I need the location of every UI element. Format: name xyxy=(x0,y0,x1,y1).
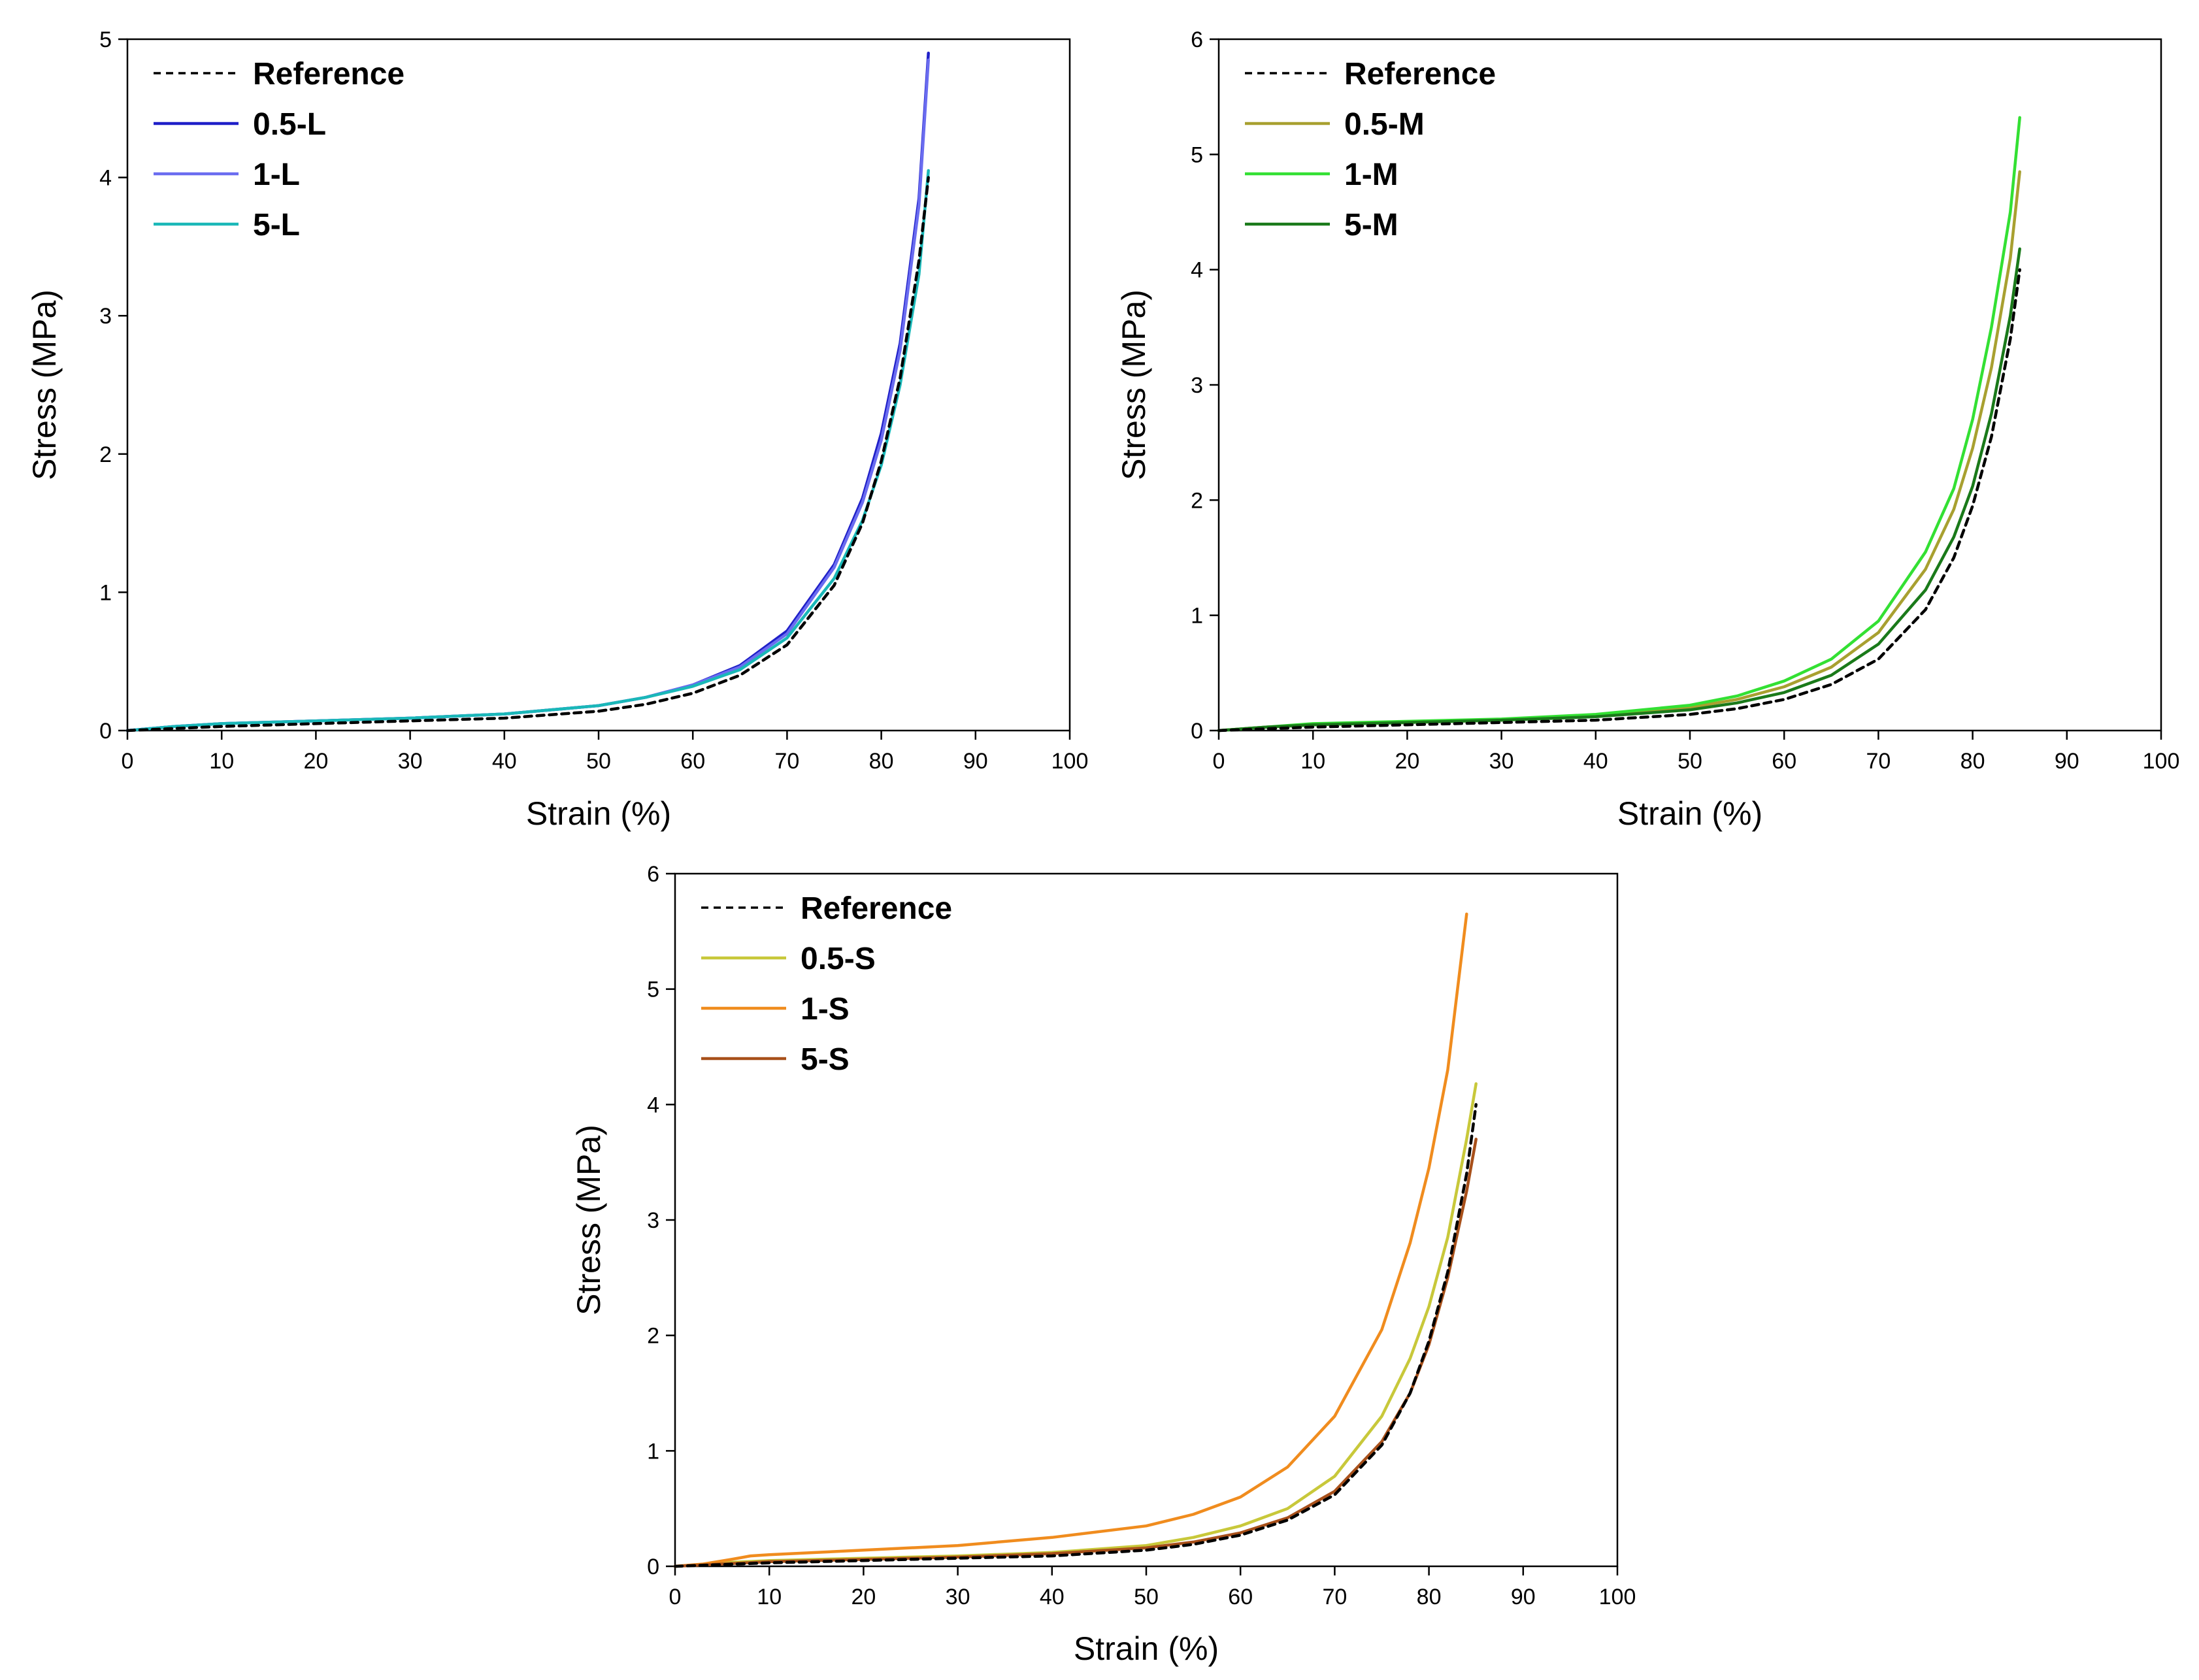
x-tick-label: 60 xyxy=(680,749,705,774)
plot-frame xyxy=(674,872,1619,1568)
legend: Reference 0.5-L 1-L 5-L xyxy=(154,57,405,242)
x-tick-label: 60 xyxy=(1772,749,1796,774)
y-tick-label: 6 xyxy=(1191,27,1203,52)
x-tick-label: 80 xyxy=(869,749,894,774)
x-axis-title: Strain (%) xyxy=(1074,1630,1219,1667)
legend-label: Reference xyxy=(253,57,405,91)
legend-label: 5-S xyxy=(801,1042,850,1077)
legend: Reference 0.5-S 1-S 5-S xyxy=(701,891,952,1077)
legend-label: Reference xyxy=(1344,57,1496,91)
x-tick-label: 80 xyxy=(1417,1585,1442,1609)
series-line-5-s xyxy=(673,1138,1478,1568)
series-line-reference xyxy=(1217,268,2021,733)
chart-panel-l: 0 10 20 30 40 50 60 70 80 90 100 0 1 2 3 4 5 Reference 0.… xyxy=(26,27,1088,832)
y-axis-title: Stress (MPa) xyxy=(1116,289,1152,480)
x-tick-label: 0 xyxy=(1213,749,1225,774)
y-tick-label: 6 xyxy=(647,862,659,887)
series-line-1-l xyxy=(125,58,930,733)
plot-frame xyxy=(126,38,1071,732)
legend-label: 1-M xyxy=(1344,157,1398,192)
x-tick-label: 50 xyxy=(1134,1585,1159,1609)
x-tick-label: 90 xyxy=(1511,1585,1536,1609)
y-tick-label: 3 xyxy=(647,1208,659,1233)
legend-label: 5-L xyxy=(253,208,300,242)
x-tick-label: 50 xyxy=(1678,749,1702,774)
y-tick-label: 5 xyxy=(1191,142,1203,167)
y-tick-label: 0 xyxy=(1191,719,1203,744)
series-line-0-5-l xyxy=(125,51,930,733)
x-tick-label: 40 xyxy=(1583,749,1608,774)
y-tick-label: 0 xyxy=(647,1555,659,1579)
x-axis-title: Strain (%) xyxy=(1617,795,1762,832)
x-tick-label: 40 xyxy=(1040,1585,1065,1609)
series-line-5-m xyxy=(1217,247,2021,733)
x-tick-label: 0 xyxy=(669,1585,682,1609)
legend-label: Reference xyxy=(801,891,952,926)
x-tick-label: 50 xyxy=(586,749,611,774)
series-line-0-5-m xyxy=(1217,170,2021,733)
x-tick-label: 100 xyxy=(1599,1585,1636,1609)
legend-label: 1-S xyxy=(801,992,850,1027)
x-tick-label: 70 xyxy=(1322,1585,1347,1609)
x-tick-label: 40 xyxy=(492,749,517,774)
x-tick-label: 0 xyxy=(122,749,134,774)
y-axis-title: Stress (MPa) xyxy=(26,289,63,480)
series-curves xyxy=(125,51,930,733)
x-tick-label: 20 xyxy=(851,1585,876,1609)
legend: Reference 0.5-M 1-M 5-M xyxy=(1245,57,1496,242)
axis-ticks: 0 10 20 30 40 50 60 70 80 90 100 0 1 2 3 4 5 6 xyxy=(647,862,1636,1609)
legend-label: 1-L xyxy=(253,157,300,192)
legend-label: 0.5-L xyxy=(253,107,326,142)
y-tick-label: 3 xyxy=(1191,373,1203,398)
axis-ticks: 0 10 20 30 40 50 60 70 80 90 100 0 1 2 3 4 5 6 xyxy=(1191,27,2179,774)
y-tick-label: 2 xyxy=(99,442,112,467)
x-tick-label: 30 xyxy=(946,1585,970,1609)
x-tick-label: 10 xyxy=(1300,749,1325,774)
x-tick-label: 30 xyxy=(1489,749,1514,774)
y-tick-label: 1 xyxy=(1191,604,1203,629)
series-line-0-5-s xyxy=(673,1082,1478,1568)
x-tick-label: 10 xyxy=(757,1585,782,1609)
x-tick-label: 60 xyxy=(1228,1585,1253,1609)
y-tick-label: 4 xyxy=(647,1093,659,1117)
legend-label: 0.5-S xyxy=(801,942,876,976)
series-line-1-s xyxy=(673,912,1468,1568)
x-tick-label: 100 xyxy=(2143,749,2180,774)
y-tick-label: 1 xyxy=(99,580,112,605)
x-tick-label: 10 xyxy=(209,749,234,774)
x-tick-label: 90 xyxy=(2055,749,2079,774)
x-tick-label: 20 xyxy=(1395,749,1419,774)
y-tick-label: 5 xyxy=(647,978,659,1002)
legend-label: 5-M xyxy=(1344,208,1398,242)
y-tick-label: 2 xyxy=(1191,488,1203,513)
y-tick-label: 2 xyxy=(647,1324,659,1349)
x-tick-label: 30 xyxy=(398,749,423,774)
y-tick-label: 5 xyxy=(99,27,112,52)
x-tick-label: 20 xyxy=(303,749,328,774)
x-axis-title: Strain (%) xyxy=(526,795,671,832)
y-axis-title: Stress (MPa) xyxy=(570,1125,607,1315)
y-tick-label: 3 xyxy=(99,304,112,329)
series-line-reference xyxy=(125,176,930,733)
series-curves xyxy=(673,912,1478,1568)
x-tick-label: 100 xyxy=(1051,749,1089,774)
plot-frame xyxy=(1217,38,2162,732)
y-tick-label: 0 xyxy=(99,719,112,744)
series-curves xyxy=(1217,116,2021,733)
y-tick-label: 4 xyxy=(99,166,112,191)
y-tick-label: 4 xyxy=(1191,258,1203,283)
series-line-reference xyxy=(673,1103,1478,1568)
x-tick-label: 90 xyxy=(963,749,988,774)
x-tick-label: 70 xyxy=(1866,749,1891,774)
series-line-5-l xyxy=(125,169,930,733)
axis-ticks: 0 10 20 30 40 50 60 70 80 90 100 0 1 2 3 4 5 xyxy=(99,27,1088,774)
legend-label: 0.5-M xyxy=(1344,107,1425,142)
y-tick-label: 1 xyxy=(647,1439,659,1464)
x-tick-label: 80 xyxy=(1960,749,1985,774)
x-tick-label: 70 xyxy=(774,749,799,774)
